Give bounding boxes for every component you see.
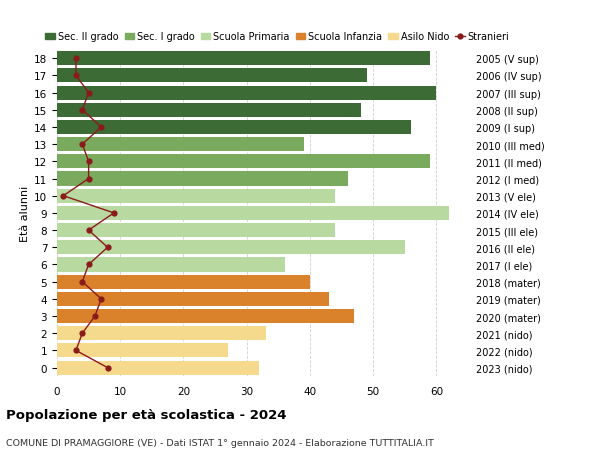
Text: COMUNE DI PRAMAGGIORE (VE) - Dati ISTAT 1° gennaio 2024 - Elaborazione TUTTITALI: COMUNE DI PRAMAGGIORE (VE) - Dati ISTAT … — [6, 438, 434, 447]
Bar — [57, 52, 430, 66]
Bar — [57, 241, 405, 255]
Bar — [57, 86, 436, 101]
Y-axis label: Età alunni: Età alunni — [20, 185, 30, 241]
Bar — [57, 189, 335, 203]
Bar — [57, 207, 449, 220]
Bar — [57, 361, 259, 375]
Bar — [57, 224, 335, 238]
Bar — [57, 69, 367, 83]
Bar — [57, 121, 411, 134]
Legend: Sec. II grado, Sec. I grado, Scuola Primaria, Scuola Infanzia, Asilo Nido, Stran: Sec. II grado, Sec. I grado, Scuola Prim… — [46, 33, 509, 42]
Bar — [57, 309, 354, 324]
Bar — [57, 326, 266, 341]
Bar — [57, 292, 329, 306]
Bar — [57, 275, 310, 289]
Bar — [57, 172, 348, 186]
Bar — [57, 258, 284, 272]
Bar — [57, 155, 430, 169]
Bar — [57, 138, 304, 152]
Bar — [57, 103, 361, 118]
Bar — [57, 344, 228, 358]
Text: Popolazione per età scolastica - 2024: Popolazione per età scolastica - 2024 — [6, 408, 287, 421]
